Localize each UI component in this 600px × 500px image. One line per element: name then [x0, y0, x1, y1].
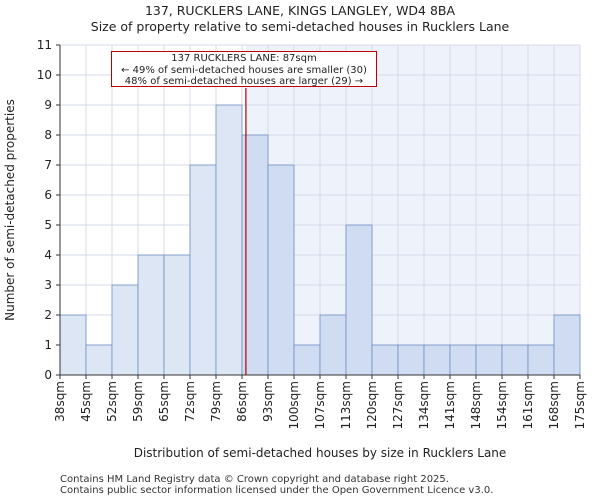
histogram-bar — [397, 344, 425, 376]
y-axis-label: Number of semi-detached properties — [3, 99, 17, 321]
x-tick-label: 161sqm — [521, 381, 535, 429]
histogram-bar — [59, 314, 87, 376]
x-tick-label: 65sqm — [157, 381, 171, 422]
x-tick-label: 154sqm — [495, 381, 509, 429]
annotation-line-1: 137 RUCKLERS LANE: 87sqm — [171, 53, 317, 64]
x-tick-label: 38sqm — [53, 381, 67, 422]
histogram-bar — [137, 254, 165, 376]
histogram-bar — [371, 344, 399, 376]
histogram-bar — [319, 314, 347, 376]
plot-background-right — [245, 45, 580, 375]
histogram-bar — [553, 314, 581, 376]
histogram-bar — [527, 344, 555, 376]
histogram-bar — [111, 284, 139, 376]
x-tick-label: 120sqm — [365, 381, 379, 429]
x-tick-label: 113sqm — [339, 381, 353, 429]
x-axis-label: Distribution of semi-detached houses by … — [134, 446, 507, 460]
y-tick-label: 2 — [44, 308, 52, 322]
x-tick-label: 148sqm — [469, 381, 483, 429]
y-tick-label: 11 — [37, 38, 52, 52]
x-tick-label: 168sqm — [547, 381, 561, 429]
annotation-line-3: 48% of semi-detached houses are larger (… — [124, 76, 364, 87]
x-tick-label: 100sqm — [287, 381, 301, 429]
histogram-bar — [189, 164, 217, 376]
y-tick-label: 8 — [44, 128, 52, 142]
x-tick-label: 141sqm — [443, 381, 457, 429]
histogram-bar — [501, 344, 529, 376]
histogram-bar — [215, 104, 243, 376]
chart-title: 137, RUCKLERS LANE, KINGS LANGLEY, WD4 8… — [144, 3, 456, 18]
x-tick-label: 107sqm — [313, 381, 327, 429]
y-tick-label: 10 — [37, 68, 52, 82]
x-tick-label: 45sqm — [79, 381, 93, 422]
annotation-line-2: ← 49% of semi-detached houses are smalle… — [121, 64, 367, 76]
histogram-bar — [163, 254, 191, 376]
y-tick-label: 6 — [44, 188, 52, 202]
x-tick-label: 86sqm — [235, 381, 249, 422]
histogram-bar — [345, 224, 373, 376]
footer-licence: Contains public sector information licen… — [60, 485, 494, 496]
x-tick-label: 72sqm — [183, 381, 197, 422]
y-tick-label: 1 — [44, 338, 52, 352]
marker-annotation: 137 RUCKLERS LANE: 87sqm ← 49% of semi-d… — [111, 51, 377, 87]
chart-subtitle: Size of property relative to semi-detach… — [90, 19, 510, 34]
x-tick-label: 175sqm — [573, 381, 587, 429]
y-tick-label: 4 — [44, 248, 52, 262]
histogram-bar — [423, 344, 451, 376]
y-tick-label: 0 — [44, 368, 52, 382]
histogram-bar — [85, 344, 113, 376]
y-tick-label: 7 — [44, 158, 52, 172]
x-tick-label: 59sqm — [131, 381, 145, 422]
x-tick-label: 134sqm — [417, 381, 431, 429]
footer-copyright: Contains HM Land Registry data © Crown c… — [60, 474, 449, 485]
x-tick-label: 52sqm — [105, 381, 119, 422]
histogram-bar — [449, 344, 477, 376]
histogram-bar — [293, 344, 321, 376]
y-tick-label: 3 — [44, 278, 52, 292]
histogram-bar — [267, 164, 295, 376]
x-tick-label: 79sqm — [209, 381, 223, 422]
x-tick-label: 127sqm — [391, 381, 405, 429]
y-tick-label: 9 — [44, 98, 52, 112]
y-tick-label: 5 — [44, 218, 52, 232]
x-tick-label: 93sqm — [261, 381, 275, 422]
histogram-bar — [475, 344, 503, 376]
